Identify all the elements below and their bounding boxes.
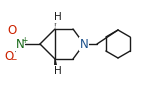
Text: H: H (54, 66, 62, 76)
Text: −: − (10, 56, 17, 65)
Text: N: N (80, 37, 88, 51)
Polygon shape (55, 59, 57, 71)
Text: +: + (21, 36, 28, 45)
Text: O: O (4, 49, 14, 62)
Text: H: H (54, 12, 62, 22)
Text: O: O (7, 24, 17, 37)
Text: N: N (16, 37, 24, 51)
